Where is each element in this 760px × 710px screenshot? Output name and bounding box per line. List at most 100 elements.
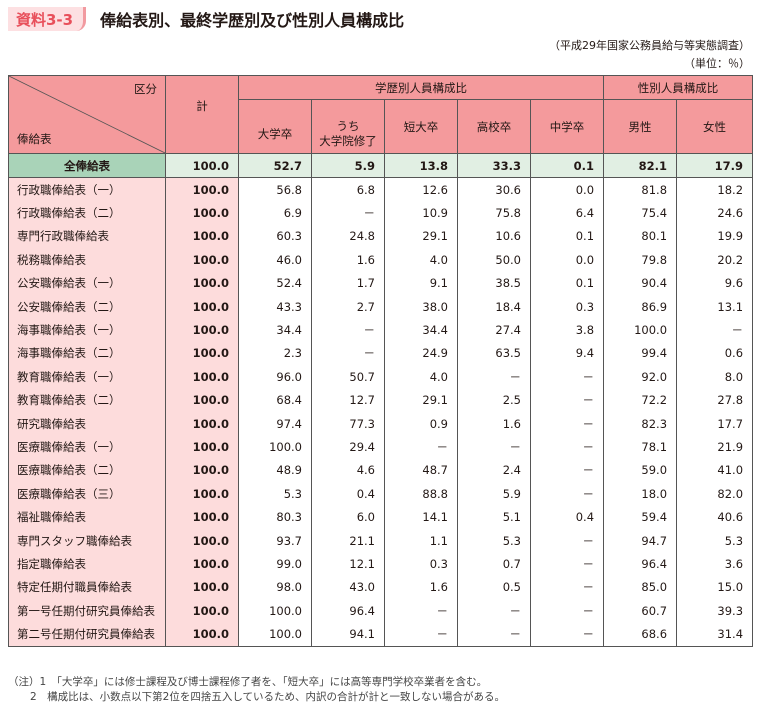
cell-female: 5.3 [676, 528, 754, 553]
cell-female: 3.6 [676, 552, 754, 576]
footnote-1: （注）1 「大学卒」には修士課程及び博士課程修了者を、「短大卒」には高等専門学校… [8, 676, 488, 688]
cell-high: － [457, 435, 531, 459]
cell-grad: 1.6 [311, 248, 385, 272]
cell-male: 75.4 [603, 201, 678, 225]
cell-female: 17.9 [676, 153, 754, 178]
cell-middle: － [529, 575, 605, 600]
cell-high: － [457, 622, 531, 647]
corner-label-salary-table: 俸給表 [17, 132, 52, 146]
cell-high: 63.5 [457, 341, 531, 366]
cell-junior: 0.3 [384, 552, 458, 576]
group-header-education: 学歴別人員構成比 [237, 75, 605, 100]
cell-male: 59.4 [603, 505, 678, 529]
cell-junior: 34.4 [384, 318, 458, 342]
group-header-gender: 性別人員構成比 [603, 75, 754, 100]
cell-total: 100.0 [165, 575, 239, 600]
column-header-junior: 短大卒 [384, 99, 458, 154]
grad-line1: うち [336, 119, 360, 134]
cell-grad: 43.0 [311, 575, 385, 600]
corner-label-category: 区分 [134, 82, 157, 96]
row-label: 行政職俸給表（一） [8, 177, 166, 202]
cell-female: 21.9 [676, 435, 754, 459]
cell-junior: 4.0 [384, 365, 458, 389]
row-label: 医療職俸給表（三） [8, 482, 166, 506]
cell-male: 99.4 [603, 341, 678, 366]
cell-grad: － [311, 341, 385, 366]
table-row: 教育職俸給表（一） 100.0 96.0 50.7 4.0 －－ 92.0 8.0 [8, 365, 754, 389]
cell-univ: 56.8 [238, 177, 312, 202]
cell-middle: 0.4 [529, 505, 605, 529]
row-label: 第二号任期付研究員俸給表 [8, 622, 166, 647]
cell-male: 72.2 [603, 388, 678, 412]
cell-univ: 46.0 [238, 248, 312, 272]
column-header-total: 計 [165, 75, 239, 154]
cell-total: 100.0 [165, 318, 239, 342]
table-row: 医療職俸給表（一） 100.0 100.0 29.4 －－－ 78.1 21.9 [8, 435, 754, 459]
table-row: 公安職俸給表（二） 100.0 43.3 2.7 38.0 18.4 0.3 86.9 13.1 [8, 294, 754, 319]
cell-junior: 0.9 [384, 411, 458, 436]
cell-total: 100.0 [165, 177, 239, 202]
table-row: 福祉職俸給表 100.0 80.3 6.0 14.1 5.1 0.4 59.4 40.6 [8, 505, 754, 529]
cell-male: 86.9 [603, 294, 678, 319]
cell-univ: 34.4 [238, 318, 312, 342]
cell-male: 94.7 [603, 528, 678, 553]
cell-middle: － [529, 388, 605, 412]
cell-male: 79.8 [603, 248, 678, 272]
unit-note: （単位：％） [684, 57, 750, 70]
cell-univ: 48.9 [238, 458, 312, 483]
cell-male: 78.1 [603, 435, 678, 459]
cell-total: 100.0 [165, 201, 239, 225]
cell-high: － [457, 599, 531, 623]
cell-female: 8.0 [676, 365, 754, 389]
row-label: 教育職俸給表（二） [8, 388, 166, 412]
cell-grad: 24.8 [311, 224, 385, 249]
cell-grad: 96.4 [311, 599, 385, 623]
cell-female: 40.6 [676, 505, 754, 529]
cell-female: 0.6 [676, 341, 754, 366]
row-label: 指定職俸給表 [8, 552, 166, 576]
cell-female: 18.2 [676, 177, 754, 202]
cell-univ: 2.3 [238, 341, 312, 366]
cell-junior: 48.7 [384, 458, 458, 483]
cell-middle: 0.0 [529, 177, 605, 202]
cell-univ: 93.7 [238, 528, 312, 553]
cell-total: 100.0 [165, 224, 239, 249]
cell-male: 96.4 [603, 552, 678, 576]
row-label: 福祉職俸給表 [8, 505, 166, 529]
table-row-all: 全俸給表 100.0 52.7 5.9 13.8 33.3 0.1 82.1 1… [8, 153, 754, 178]
table-row: 特定任期付職員俸給表 100.0 98.0 43.0 1.6 0.5 － 85.0 15.0 [8, 575, 754, 600]
cell-junior: 88.8 [384, 482, 458, 506]
cell-univ: 60.3 [238, 224, 312, 249]
cell-grad: 77.3 [311, 411, 385, 436]
cell-middle: － [529, 622, 605, 647]
cell-female: 9.6 [676, 271, 754, 295]
cell-total: 100.0 [165, 388, 239, 412]
cell-female: 17.7 [676, 411, 754, 436]
cell-total: 100.0 [165, 294, 239, 319]
cell-univ: 68.4 [238, 388, 312, 412]
table-row: 海事職俸給表（一） 100.0 34.4 － 34.4 27.4 3.8 100.0 － [8, 318, 754, 342]
cell-male: 82.1 [603, 153, 678, 178]
row-label: 専門スタッフ職俸給表 [8, 528, 166, 553]
cell-high: 0.5 [457, 575, 531, 600]
cell-junior: 12.6 [384, 177, 458, 202]
cell-grad: 2.7 [311, 294, 385, 319]
cell-univ: 97.4 [238, 411, 312, 436]
table-row: 研究職俸給表 100.0 97.4 77.3 0.9 1.6 － 82.3 17.7 [8, 411, 754, 436]
row-label: 教育職俸給表（一） [8, 365, 166, 389]
cell-total: 100.0 [165, 248, 239, 272]
row-label: 公安職俸給表（一） [8, 271, 166, 295]
cell-grad: － [311, 201, 385, 225]
cell-high: 50.0 [457, 248, 531, 272]
table-row: 公安職俸給表（一） 100.0 52.4 1.7 9.1 38.5 0.1 90.4 9.6 [8, 271, 754, 295]
cell-middle: 0.1 [529, 224, 605, 249]
row-label: 税務職俸給表 [8, 248, 166, 272]
cell-univ: 80.3 [238, 505, 312, 529]
cell-middle: 0.0 [529, 248, 605, 272]
cell-junior: 14.1 [384, 505, 458, 529]
cell-high: 5.3 [457, 528, 531, 553]
cell-male: 18.0 [603, 482, 678, 506]
cell-high: 2.5 [457, 388, 531, 412]
cell-middle: 0.3 [529, 294, 605, 319]
page-title: 俸給表別、最終学歴別及び性別人員構成比 [100, 11, 405, 30]
